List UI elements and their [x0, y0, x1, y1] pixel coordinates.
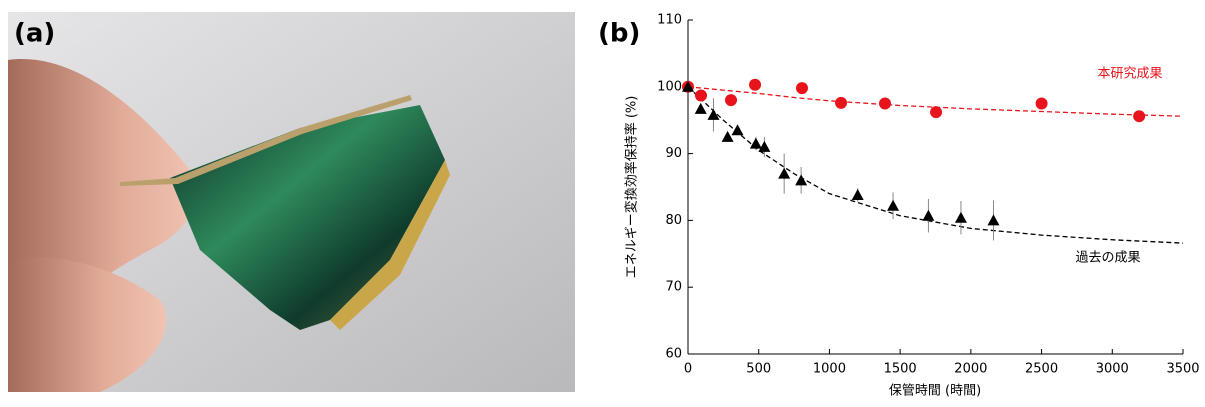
data-point [695, 103, 707, 114]
y-tick-label: 70 [665, 280, 682, 295]
data-point [930, 106, 942, 118]
x-tick-label: 500 [746, 362, 771, 377]
y-tick-label: 90 [665, 146, 682, 161]
x-tick-label: 1000 [813, 362, 846, 377]
data-point [749, 79, 761, 91]
y-tick-label: 110 [657, 13, 682, 28]
data-point [695, 89, 707, 101]
data-point [725, 94, 737, 106]
data-point [750, 138, 762, 149]
data-point [1133, 110, 1145, 122]
data-point [1036, 98, 1048, 110]
x-tick-label: 2000 [954, 362, 987, 377]
data-point [887, 200, 899, 211]
y-axis-label: エネルギー変換効率保持率 (%) [624, 96, 640, 279]
panel-label: (a) [14, 19, 55, 49]
data-point [795, 174, 807, 185]
photo [8, 12, 575, 392]
x-axis-label: 保管時間 (時間) [889, 384, 981, 399]
data-point [987, 214, 999, 225]
data-point [722, 131, 734, 142]
data-point [796, 82, 808, 94]
figure: (a) (b) 保管時間 (時間) エネルギー変換効率保持率 (%) 本研究成果… [0, 0, 1205, 403]
y-tick-label: 60 [665, 347, 682, 362]
series-label: 過去の成果 [1075, 251, 1140, 266]
data-point [922, 210, 934, 221]
series-label: 本研究成果 [1097, 67, 1162, 82]
panel-label: (b) [598, 19, 640, 49]
data-point [852, 189, 864, 200]
y-tick-label: 100 [657, 79, 682, 94]
data-point [955, 212, 967, 223]
data-point [732, 124, 744, 135]
data-point [879, 98, 891, 110]
data-point [835, 97, 847, 109]
y-tick-label: 80 [665, 213, 682, 228]
x-tick-label: 1500 [884, 362, 917, 377]
x-tick-label: 0 [684, 362, 692, 377]
x-tick-label: 3000 [1096, 362, 1129, 377]
x-tick-label: 3500 [1166, 362, 1199, 377]
x-tick-label: 2500 [1025, 362, 1058, 377]
